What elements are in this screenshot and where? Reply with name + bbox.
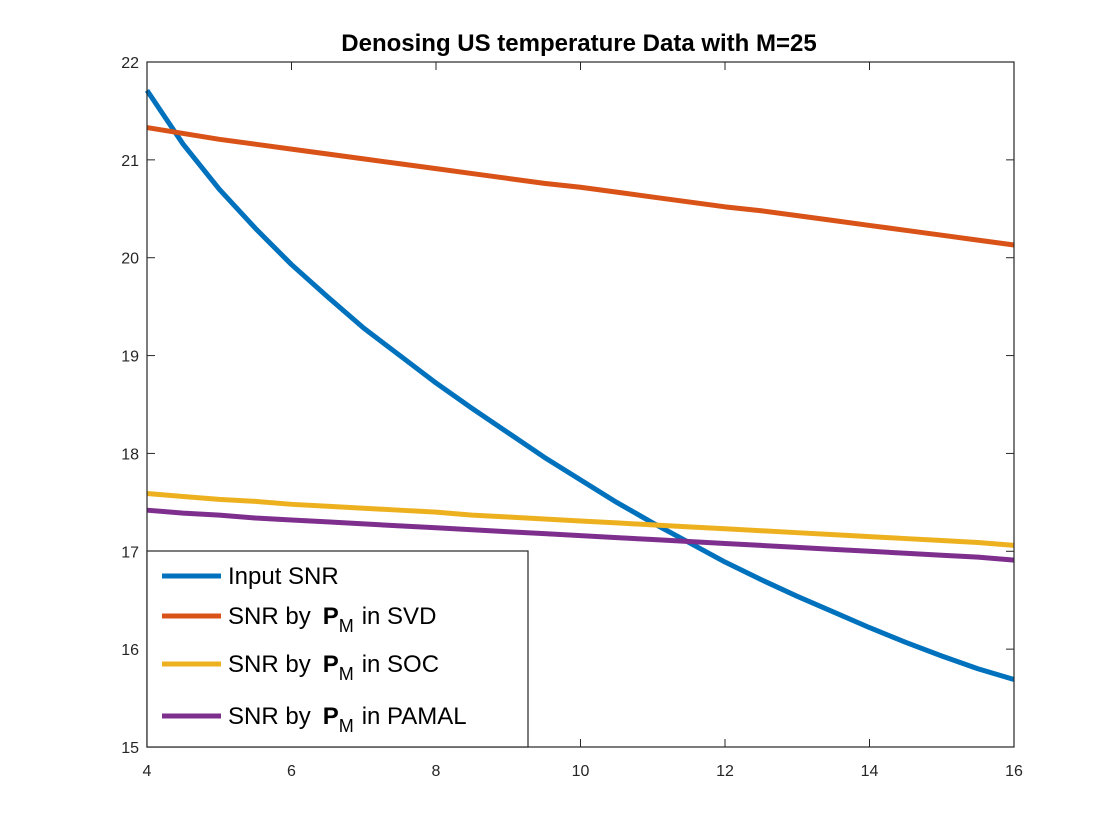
legend-label-4: SNR by PM in PAMAL xyxy=(228,703,467,736)
y-tick-label-3: 17 xyxy=(121,544,139,561)
series-line-2 xyxy=(146,125,1015,248)
y-tick-label-6: 20 xyxy=(121,251,139,268)
x-tick-label-5: 12 xyxy=(716,763,734,780)
legend-subscript-4: M xyxy=(339,716,354,736)
x-tick-label-2: 6 xyxy=(287,763,296,780)
legend-label-1: Input SNR xyxy=(228,563,339,590)
legend-label-3: SNR by PM in SOC xyxy=(228,651,439,684)
chart-title: Denosing US temperature Data with M=25 xyxy=(341,30,816,57)
legend-bold-3: P xyxy=(323,651,339,678)
legend-bold-4: P xyxy=(323,703,339,730)
series-line-4 xyxy=(146,507,1015,563)
y-tick-label-7: 21 xyxy=(121,153,139,170)
legend-prefix-2: SNR by xyxy=(228,603,311,630)
y-tick-label-1: 15 xyxy=(121,740,139,757)
x-tick-label-3: 8 xyxy=(432,763,441,780)
legend-bold-2: P xyxy=(323,603,339,630)
legend-suffix-2: in SVD xyxy=(362,603,437,630)
legend-suffix-4: in PAMAL xyxy=(362,703,467,730)
y-tick-label-2: 16 xyxy=(121,642,139,659)
series-line-1 xyxy=(144,88,1015,682)
legend-prefix-1: Input SNR xyxy=(228,563,339,590)
x-tick-label-6: 14 xyxy=(861,763,879,780)
legend-prefix-3: SNR by xyxy=(228,651,311,678)
y-tick-label-8: 22 xyxy=(121,55,139,72)
y-tick-label-4: 18 xyxy=(121,446,139,463)
y-tick-label-5: 19 xyxy=(121,349,139,366)
x-tick-label-7: 16 xyxy=(1005,763,1023,780)
legend-label-2: SNR by PM in SVD xyxy=(228,603,436,636)
legend-prefix-4: SNR by xyxy=(228,703,311,730)
axis-layer: 4 6 8 10 12 14 16 15 16 17 18 19 20 21 22 xyxy=(121,55,1023,780)
legend-suffix-3: in SOC xyxy=(362,651,439,678)
legend-subscript-2: M xyxy=(339,616,354,636)
x-tick-label-1: 4 xyxy=(143,763,152,780)
x-tick-label-4: 10 xyxy=(572,763,590,780)
series-line-3 xyxy=(146,491,1015,548)
legend-subscript-3: M xyxy=(339,664,354,684)
